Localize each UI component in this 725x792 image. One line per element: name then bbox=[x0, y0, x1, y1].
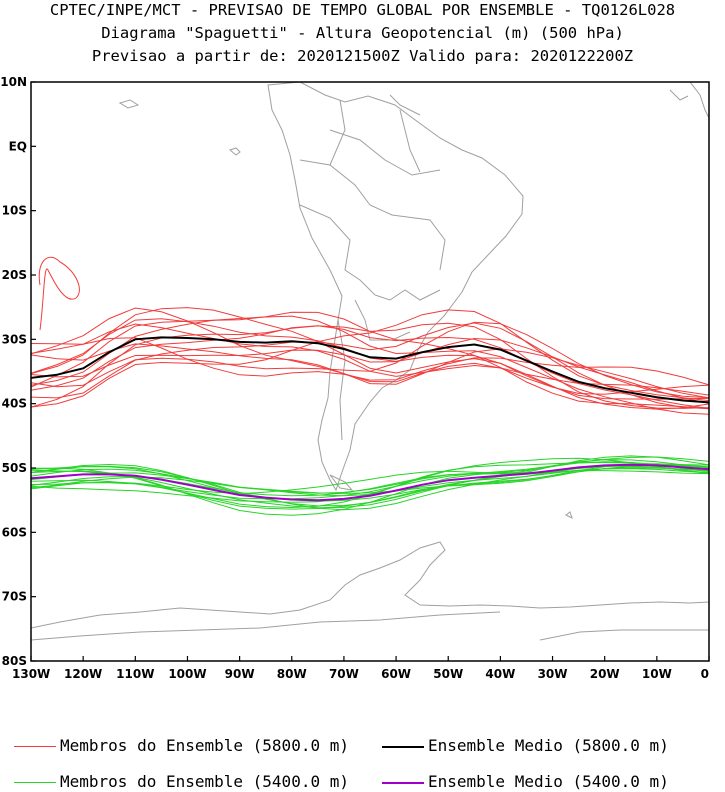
lat-tick-label: 40S bbox=[2, 397, 27, 411]
lon-tick-label: 10W bbox=[642, 667, 672, 681]
lon-tick-label: 90W bbox=[225, 667, 255, 681]
legend-label-members-5400: Membros do Ensemble (5400.0 m) bbox=[60, 772, 349, 791]
lon-tick-label: 60W bbox=[381, 667, 411, 681]
legend-label-mean-5800: Ensemble Medio (5800.0 m) bbox=[428, 736, 669, 755]
lat-tick-label: EQ bbox=[9, 139, 27, 153]
legend-label-mean-5400: Ensemble Medio (5400.0 m) bbox=[428, 772, 669, 791]
member-curve-5800 bbox=[31, 307, 709, 395]
lon-tick-label: 0 bbox=[701, 667, 709, 681]
lon-tick-label: 70W bbox=[329, 667, 359, 681]
member-curve-5800 bbox=[31, 323, 709, 396]
lon-tick-label: 30W bbox=[538, 667, 568, 681]
plot-frame bbox=[30, 81, 710, 662]
lon-tick-label: 120W bbox=[64, 667, 102, 681]
title-line-1: CPTEC/INPE/MCT - PREVISAO DE TEMPO GLOBA… bbox=[49, 1, 676, 19]
coastline-layer bbox=[31, 82, 709, 641]
member-curve-5800 bbox=[38, 256, 80, 331]
lat-tick-label: 80S bbox=[2, 654, 27, 668]
member-curve-5400 bbox=[31, 455, 709, 510]
lon-tick-label: 40W bbox=[485, 667, 515, 681]
member-curve-5800 bbox=[31, 321, 709, 399]
title-line-2: Diagrama "Spaguetti" - Altura Geopotenci… bbox=[101, 24, 624, 42]
member-curve-5800 bbox=[31, 343, 709, 399]
member-curve-5400 bbox=[31, 466, 709, 494]
legend-item: Membros do Ensemble (5400.0 m) bbox=[14, 772, 349, 791]
legend-item: Ensemble Medio (5400.0 m) bbox=[382, 772, 669, 791]
member-curve-5800 bbox=[31, 325, 709, 409]
member-curve-5400 bbox=[31, 470, 709, 494]
ensemble-mean-5800 bbox=[31, 336, 709, 404]
ensemble-mean-5400 bbox=[31, 463, 709, 502]
member-curve-5400 bbox=[31, 462, 709, 509]
member-curve-5800 bbox=[31, 337, 709, 404]
member-curve-5800 bbox=[31, 315, 709, 415]
legend-swatch-members-5800 bbox=[14, 746, 56, 747]
member-curve-5800 bbox=[31, 337, 709, 386]
legend-swatch-mean-5800 bbox=[382, 745, 424, 748]
lat-tick-label: 60S bbox=[2, 525, 27, 539]
lon-tick-label: 130W bbox=[12, 667, 50, 681]
member-curve-5400 bbox=[31, 463, 709, 502]
member-curve-5400 bbox=[31, 464, 709, 511]
title-line-3: Previsao a partir de: 2020121500Z Valido… bbox=[91, 47, 634, 65]
lon-tick-label: 110W bbox=[116, 667, 154, 681]
lat-tick-label: 20S bbox=[2, 268, 27, 282]
legend-item: Ensemble Medio (5800.0 m) bbox=[382, 736, 669, 755]
legend-swatch-mean-5400 bbox=[382, 781, 424, 784]
lon-tick-label: 100W bbox=[168, 667, 206, 681]
member-curve-5800 bbox=[31, 309, 709, 408]
member-curve-5400 bbox=[31, 456, 709, 516]
lat-tick-label: 30S bbox=[2, 332, 27, 346]
member-curve-5400 bbox=[31, 461, 709, 500]
lat-tick-label: 50S bbox=[2, 461, 27, 475]
member-curve-5800 bbox=[31, 322, 709, 410]
member-curve-5400 bbox=[31, 457, 709, 503]
lon-tick-label: 20W bbox=[590, 667, 620, 681]
legend-label-members-5800: Membros do Ensemble (5800.0 m) bbox=[60, 736, 349, 755]
member-curve-5800 bbox=[31, 307, 709, 410]
legend-swatch-members-5400 bbox=[14, 782, 56, 783]
lon-tick-label: 80W bbox=[277, 667, 307, 681]
lon-tick-label: 50W bbox=[433, 667, 463, 681]
legend-item: Membros do Ensemble (5800.0 m) bbox=[14, 736, 349, 755]
member-curve-5800 bbox=[31, 311, 709, 409]
lat-tick-label: 10S bbox=[2, 204, 27, 218]
lat-tick-label: 70S bbox=[2, 590, 27, 604]
lat-tick-label: 10N bbox=[0, 75, 27, 89]
